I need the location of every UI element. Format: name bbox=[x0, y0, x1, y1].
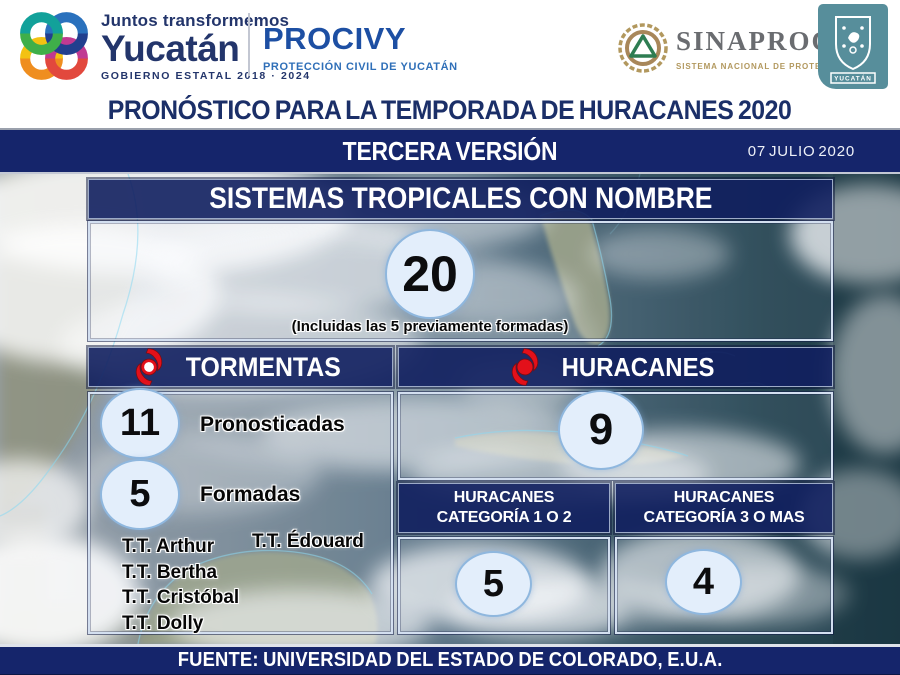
storms-formed-count: 5 bbox=[129, 473, 151, 515]
systems-count: 20 bbox=[402, 246, 458, 302]
storms-title: TORMENTAS bbox=[185, 351, 342, 382]
yucatan-government-logo-icon bbox=[20, 12, 88, 80]
version-banner: TERCERA VERSIÓN 07 JULIO 2020 bbox=[0, 130, 900, 174]
storms-forecast-label: Pronosticadas bbox=[200, 413, 345, 436]
yucatan-shield-logo: YUCATÁN bbox=[818, 4, 888, 89]
hurricanes-cat12-header: HURACANES CATEGORÍA 1 O 2 bbox=[398, 483, 610, 533]
cat12-line1: HURACANES bbox=[453, 489, 555, 506]
cat12-line2: CATEGORÍA 1 O 2 bbox=[436, 509, 572, 526]
storms-header: TORMENTAS bbox=[88, 347, 393, 387]
top-header: Juntos transformemos Yucatán GOBIERNO ES… bbox=[0, 0, 900, 93]
hurricane-icon bbox=[512, 348, 539, 386]
banner-date: 07 JULIO 2020 bbox=[747, 143, 855, 160]
cat3-count: 4 bbox=[692, 560, 715, 603]
hurricanes-count-circle: 9 bbox=[558, 390, 644, 470]
hurricanes-header: HURACANES bbox=[398, 347, 833, 387]
sinaproc-name: SINAPROC bbox=[676, 26, 834, 56]
storms-formed-circle: 5 bbox=[100, 459, 180, 530]
header-divider bbox=[248, 13, 250, 76]
systems-title: SISTEMAS TROPICALES CON NOMBRE bbox=[208, 182, 713, 215]
procivy-wordmark: PROCIVY PROTECCIÓN CIVIL DE YUCATÁN bbox=[263, 21, 458, 73]
cat3-count-circle: 4 bbox=[665, 549, 742, 615]
satellite-panel: SISTEMAS TROPICALES CON NOMBRE 20 (Inclu… bbox=[0, 174, 900, 644]
storm-names-column-2: T.T. Édouard bbox=[252, 529, 364, 555]
systems-header: SISTEMAS TROPICALES CON NOMBRE bbox=[88, 179, 833, 219]
cat12-count: 5 bbox=[482, 562, 505, 605]
forecast-graphic: TERCERA VERSIÓN 07 JULIO 2020 bbox=[0, 128, 900, 675]
gov-term: GOBIERNO ESTATAL 2018 · 2024 bbox=[101, 70, 311, 82]
procivy-name: PROCIVY bbox=[263, 21, 407, 56]
page-title: PRONÓSTICO PARA LA TEMPORADA DE HURACANE… bbox=[108, 95, 792, 125]
gov-slogan: Juntos transformemos bbox=[101, 11, 290, 30]
cat12-count-circle: 5 bbox=[455, 551, 532, 617]
source-bar: FUENTE: UNIVERSIDAD DEL ESTADO DE COLORA… bbox=[0, 644, 900, 675]
storms-forecast-circle: 11 bbox=[100, 388, 180, 459]
version-label: TERCERA VERSIÓN bbox=[342, 135, 558, 166]
procivy-subtitle: PROTECCIÓN CIVIL DE YUCATÁN bbox=[263, 61, 458, 73]
cat3-line2: CATEGORÍA 3 O MAS bbox=[643, 509, 805, 526]
gov-name: Yucatán bbox=[101, 28, 240, 69]
storms-forecast-count: 11 bbox=[119, 402, 161, 444]
hurricanes-cat3-header: HURACANES CATEGORÍA 3 O MAS bbox=[615, 483, 833, 533]
source-text: FUENTE: UNIVERSIDAD DEL ESTADO DE COLORA… bbox=[177, 649, 723, 671]
tropical-storm-icon bbox=[136, 348, 163, 386]
storms-formed-label: Formadas bbox=[200, 483, 301, 506]
shield-label: YUCATÁN bbox=[834, 74, 872, 83]
hurricanes-title: HURACANES bbox=[562, 351, 715, 382]
hurricanes-count: 9 bbox=[588, 405, 614, 454]
storm-name: T.T. Édouard bbox=[252, 531, 364, 552]
storm-name: T.T. Cristóbal bbox=[122, 587, 240, 608]
sinaproc-subtitle: SISTEMA NACIONAL DE PROTECCIÓN CIVIL bbox=[676, 62, 880, 71]
storm-name: T.T. Arthur bbox=[122, 536, 215, 557]
storm-name: T.T. Bertha bbox=[122, 561, 218, 583]
systems-count-circle: 20 bbox=[385, 229, 475, 319]
sinaproc-wordmark: SINAPROC SISTEMA NACIONAL DE PROTECCIÓN … bbox=[676, 26, 880, 71]
storm-names-column-1: T.T. Arthur T.T. Bertha T.T. Cristóbal T… bbox=[122, 534, 239, 636]
systems-note: (Incluidas las 5 previamente formadas) bbox=[291, 318, 569, 335]
government-wordmark: Juntos transformemos Yucatán GOBIERNO ES… bbox=[101, 11, 311, 82]
cat3-line1: HURACANES bbox=[673, 489, 775, 506]
sinaproc-emblem-icon bbox=[618, 23, 668, 73]
storm-name: T.T. Dolly bbox=[122, 612, 204, 634]
